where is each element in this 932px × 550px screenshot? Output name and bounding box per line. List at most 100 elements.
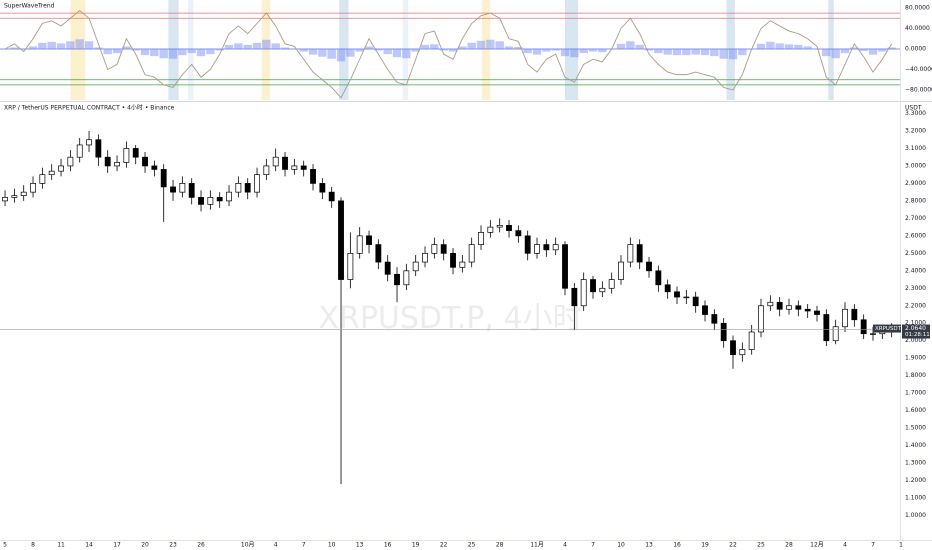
candle-body [254, 174, 260, 193]
candle-body [478, 232, 484, 245]
candle-body [580, 279, 587, 307]
y-tick-label: 1.1000 [905, 495, 926, 502]
histogram-bar [542, 49, 551, 52]
histogram-bar [19, 49, 28, 50]
y-tick-label: 2.9000 [905, 180, 926, 187]
histogram-bar [206, 49, 215, 55]
histogram-bar [262, 39, 271, 50]
histogram-bar [486, 39, 495, 50]
histogram-bar [159, 49, 168, 59]
x-tick-label: 7 [591, 542, 595, 549]
histogram-bar [887, 47, 896, 50]
x-tick-label: 22 [729, 542, 737, 549]
candle-body [67, 156, 74, 167]
x-tick-label: 4 [843, 542, 847, 549]
y-tick-label: 1.2000 [905, 477, 926, 484]
histogram-bar [784, 44, 794, 50]
candle-body [39, 174, 46, 184]
candle-body [310, 169, 316, 184]
candle-body [599, 287, 606, 293]
histogram-bar [420, 44, 430, 50]
histogram-bar [346, 49, 355, 57]
x-tick-label: 19 [701, 542, 709, 549]
symbol-tag [873, 324, 901, 333]
candle-body [179, 183, 186, 193]
y-tick-label: 2.3000 [905, 285, 926, 292]
histogram-bar [75, 39, 84, 50]
histogram-bar [644, 49, 654, 51]
histogram-bar [682, 49, 691, 56]
axes: 80.0000 40.0000 0.0000 −40.0000 −80.0000 3.30… [3, 4, 932, 548]
candle-body [543, 244, 550, 251]
histogram-bar [868, 49, 878, 55]
x-tick-label: 10 [617, 542, 625, 549]
candle-body [263, 165, 270, 176]
histogram-bar [672, 49, 682, 56]
candle-body [20, 191, 27, 196]
histogram-bar [738, 49, 747, 56]
candle-body [468, 244, 475, 263]
x-tick-label: 22 [440, 542, 448, 549]
y-tick-label: 3.2000 [905, 127, 926, 134]
histogram-bar [187, 49, 196, 54]
price-tag [902, 324, 930, 339]
histogram-bar [56, 43, 66, 50]
candle-body [506, 225, 512, 231]
x-tick-label: 16 [384, 542, 392, 549]
histogram-bar [271, 43, 280, 50]
histogram-bar [392, 49, 402, 58]
histogram-bar [812, 48, 822, 50]
histogram-bar [383, 49, 392, 55]
x-tick-label: 10 [328, 542, 336, 549]
histogram-bar [700, 49, 710, 56]
histogram-bar [402, 49, 411, 59]
histogram-bar [215, 49, 224, 51]
histogram-bar [430, 44, 439, 50]
y-tick-label: 1.9000 [905, 355, 926, 362]
candle-body [795, 305, 802, 310]
candle-body [440, 244, 447, 254]
y-tick-label: 0.0000 [905, 46, 926, 53]
histogram-bar [514, 46, 523, 50]
candle-body [776, 301, 783, 310]
histogram-bar [84, 41, 94, 50]
candle-body [188, 183, 195, 198]
histogram-bar [579, 49, 588, 54]
histogram-bar [140, 49, 150, 56]
histogram-bar [504, 46, 514, 50]
histogram-bar [150, 49, 159, 57]
y-tick-label: 2.0000 [905, 337, 926, 344]
candle-body [627, 244, 634, 263]
histogram-bar [476, 40, 486, 50]
candle-body [114, 162, 120, 167]
histogram-bar [775, 43, 784, 50]
histogram-bar [327, 49, 336, 59]
histogram-bar [728, 49, 738, 60]
histogram-bar [112, 49, 122, 54]
candle-body [730, 340, 736, 356]
candle-body [739, 349, 746, 356]
candle-body [767, 301, 774, 307]
candle-body [198, 197, 204, 205]
histogram-bar [654, 49, 663, 54]
candle-body [720, 322, 727, 342]
candle-body [319, 183, 326, 193]
candle-body [823, 314, 830, 342]
candle-body [48, 170, 55, 176]
candle-body [804, 308, 811, 312]
x-tick-label: 20 [141, 542, 149, 549]
candle-body [30, 183, 36, 193]
histogram-bar [364, 46, 374, 50]
y-tick-label: 1.6000 [905, 407, 926, 414]
candle-body [207, 197, 214, 205]
candle-body [496, 225, 503, 228]
x-tick-label: 5 [3, 542, 7, 549]
histogram-bar [570, 49, 579, 58]
histogram-bar [616, 43, 626, 50]
histogram-bar [859, 49, 868, 52]
candle-body [2, 197, 8, 202]
histogram-bar [28, 46, 38, 50]
wave-line [4, 9, 893, 99]
y-tick-label: 1.8000 [905, 372, 926, 379]
